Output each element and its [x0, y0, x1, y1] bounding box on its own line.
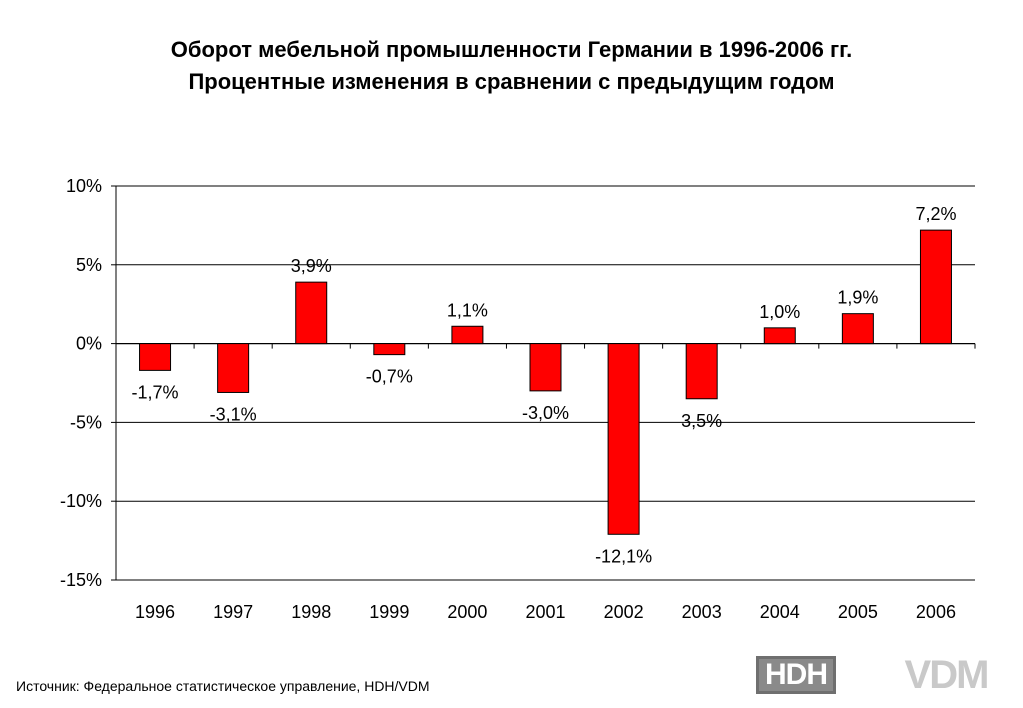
bar-2000: [451, 325, 484, 345]
chart-title: Оборот мебельной промышленности Германии…: [0, 34, 1023, 98]
bar-2005: [841, 313, 874, 345]
x-tick-label: 2003: [682, 602, 722, 622]
x-tick-label: 1998: [291, 602, 331, 622]
y-tick-label: -15%: [60, 570, 102, 590]
data-label-1999: -0,7%: [366, 367, 413, 387]
x-tick-label: 2002: [604, 602, 644, 622]
data-label-2002: -12,1%: [595, 546, 652, 566]
x-tick-label: 2001: [525, 602, 565, 622]
bar-1998: [295, 281, 328, 345]
x-tick-label: 2006: [916, 602, 956, 622]
bar-2002: [607, 343, 640, 535]
data-label-2001: -3,0%: [522, 403, 569, 423]
x-tick-label: 1999: [369, 602, 409, 622]
bar-2006: [919, 229, 952, 345]
x-tick-label: 2000: [447, 602, 487, 622]
hdh-logo-text: HDH: [765, 658, 828, 691]
y-tick-label: -5%: [70, 412, 102, 432]
data-label-2000: 1,1%: [447, 300, 488, 320]
source-note: Источник: Федеральное статистическое упр…: [16, 678, 430, 694]
y-tick-label: 10%: [66, 176, 102, 196]
data-label-1996: -1,7%: [132, 382, 179, 402]
y-tick-label: -10%: [60, 491, 102, 511]
y-tick-label: 5%: [76, 255, 102, 275]
bar-1999: [373, 343, 406, 356]
y-tick-label: 0%: [76, 334, 102, 354]
bar-2003: [685, 343, 718, 400]
vdm-logo-text: VDM: [904, 652, 990, 697]
data-label-2003: 3,5%: [681, 411, 722, 431]
bar-2004: [763, 327, 796, 345]
x-tick-label: 2005: [838, 602, 878, 622]
hdh-logo: HDH: [756, 656, 836, 694]
chart-title-line-2: Процентные изменения в сравнении с преды…: [188, 69, 835, 94]
bar-2001: [529, 343, 562, 392]
data-label-1997: -3,1%: [210, 404, 257, 424]
x-tick-label: 1996: [135, 602, 175, 622]
data-label-2006: 7,2%: [915, 204, 956, 224]
bar-1997: [217, 343, 250, 393]
vdm-logo: VDM: [884, 653, 1008, 697]
data-label-2005: 1,9%: [837, 288, 878, 308]
chart-title-line-1: Оборот мебельной промышленности Германии…: [170, 37, 853, 62]
x-tick-label: 1997: [213, 602, 253, 622]
bar-1996: [139, 343, 172, 371]
data-label-2004: 1,0%: [759, 302, 800, 322]
data-label-1998: 3,9%: [291, 256, 332, 276]
x-tick-label: 2004: [760, 602, 800, 622]
